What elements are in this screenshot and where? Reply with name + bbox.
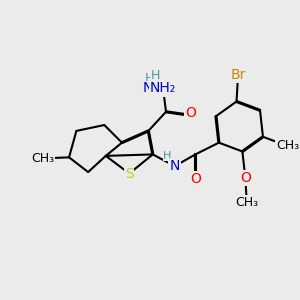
Text: H: H (163, 151, 172, 161)
Text: S: S (125, 167, 134, 181)
Text: CH₃: CH₃ (31, 152, 54, 165)
Text: NH: NH (151, 81, 172, 95)
Text: H: H (145, 71, 154, 85)
Text: H: H (151, 69, 160, 82)
Text: ₂: ₂ (163, 81, 177, 95)
Text: NH: NH (142, 81, 163, 95)
Text: Br: Br (230, 68, 246, 82)
Text: CH₃: CH₃ (276, 139, 299, 152)
Text: CH₃: CH₃ (235, 196, 258, 209)
Text: NH₂: NH₂ (150, 81, 176, 95)
Text: O: O (185, 106, 197, 120)
Text: O: O (240, 171, 251, 185)
Text: O: O (190, 172, 201, 186)
Text: N: N (169, 159, 180, 173)
